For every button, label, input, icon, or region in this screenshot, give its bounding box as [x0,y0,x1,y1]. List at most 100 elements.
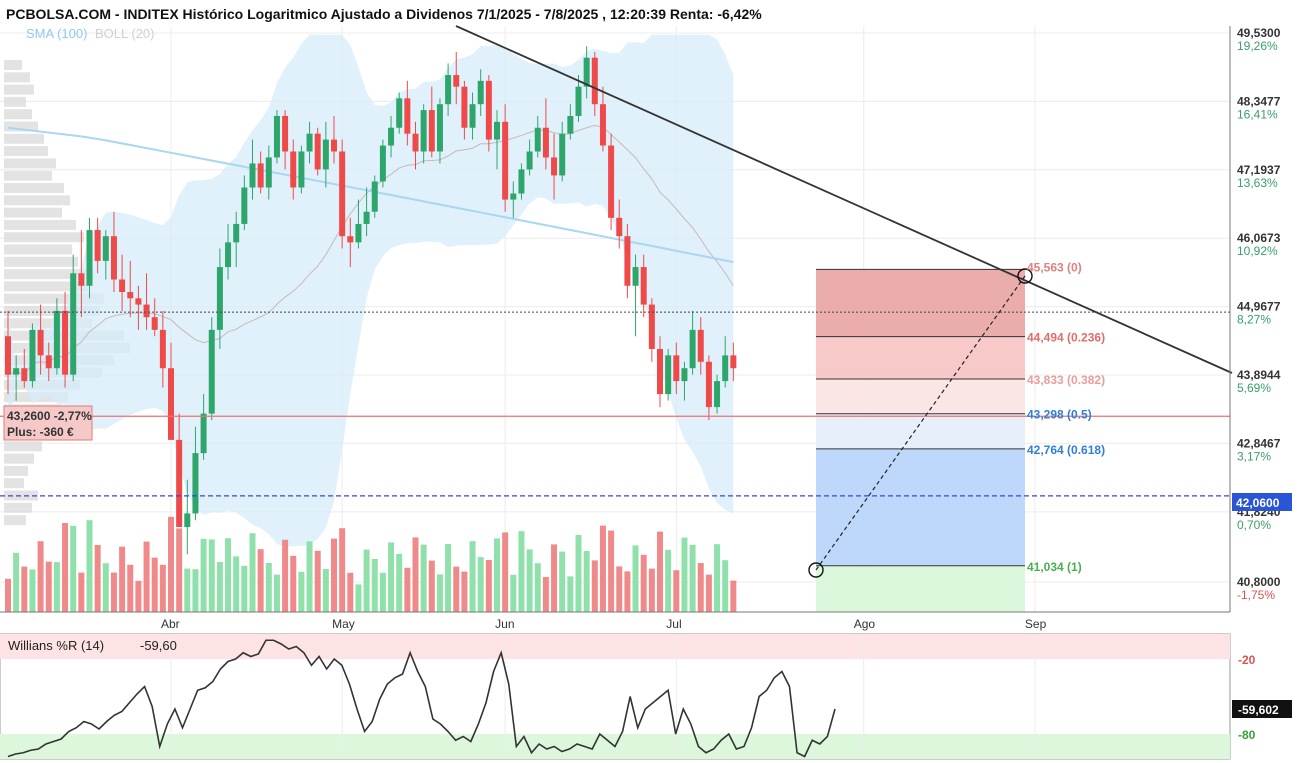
volume-bar [477,557,484,612]
candle-body [575,86,582,116]
volume-profile-bar [4,293,104,304]
volume-bar [510,574,517,612]
volume-bar [722,560,729,612]
volume-profile-bar [4,306,100,316]
month-label: Jun [495,617,514,631]
volume-bar [70,525,77,612]
volume-bar [502,532,509,612]
candle-body [681,368,688,382]
fib-anchor-high[interactable] [1017,268,1033,284]
candle-body [567,115,574,134]
candlesticks [5,46,737,555]
volume-bar [648,568,655,612]
volume-profile-bar [4,183,64,193]
candle-body [70,273,77,375]
volume-profile-bar [4,219,76,230]
volume-bar [714,544,721,612]
volume-bar [567,576,574,612]
volume-bar [322,569,329,612]
candle-body [551,157,558,176]
volume-profile-bar [4,502,32,513]
candle-body [591,57,598,105]
volume-bar [347,572,354,612]
price-tick-label: 46,0673 [1237,231,1281,245]
candle-body [388,127,395,146]
volume-profile-bar [4,453,34,464]
volume-bar [730,580,737,612]
candle-body [241,187,248,224]
williams-last-label: -59,602 [1238,703,1279,717]
candle-body [45,355,52,369]
position-box [3,405,93,441]
price-pct-label: 10,92% [1237,244,1278,258]
volume-profile-bar [4,256,78,267]
price-pct-label: 0,70% [1237,518,1271,532]
candle-body [461,86,468,128]
candle-body [225,242,232,268]
williams-panel: Willians %R (14) -59,60 -20 -80 -59,602 [0,633,1292,760]
candle-body [347,236,354,243]
williams-label: Willians %R (14) [8,638,104,653]
candle-body [616,217,623,237]
volume-bar [632,545,639,612]
fibonacci-level-label: 42,764 (0.618) [1027,443,1105,457]
volume-bar [485,560,492,612]
volume-bar [102,563,109,612]
fib-anchor-low[interactable] [808,562,824,578]
chart-title: PCBOLSA.COM - INDITEX Histórico Logaritm… [6,6,762,22]
candle-body [331,139,337,152]
volume-bar [404,567,411,612]
volume-bar [339,528,346,612]
candle-body [730,355,737,369]
candle-body [526,151,533,170]
candle-body [599,104,606,146]
candle-body [62,310,69,375]
volume-bar [282,539,289,612]
candle-body [510,193,517,200]
candle-body [176,439,183,528]
candle-body [192,453,199,514]
fibonacci-band [816,269,1025,337]
candle-body [445,75,452,105]
candle-body [502,121,509,200]
volume-bar [616,566,623,612]
volume-bars [5,516,737,612]
candle-body [298,151,305,188]
candle-body [265,157,272,188]
volume-bar [583,551,590,612]
candle-body [396,98,403,128]
month-label: May [332,617,355,631]
candle-body [273,115,280,158]
candle-body [143,304,150,318]
candle-body [21,368,28,382]
candle-body [86,230,93,286]
williams-line [7,639,836,758]
volume-bar [665,549,672,612]
candle-body [184,513,191,528]
candle-body [127,292,134,299]
volume-bar [257,549,264,612]
volume-bar [21,566,28,612]
williams-overbought-zone [0,634,1230,659]
candle-body [705,361,712,408]
volume-profile-bar [4,60,22,70]
candle-body [673,355,680,382]
volume-bar [331,538,337,612]
volume-bar [13,552,20,612]
volume-bar [5,578,11,612]
month-label: Sep [1025,617,1047,631]
month-label: Ago [854,617,876,631]
candle-body [119,279,126,293]
candle-body [322,139,329,170]
current-price-tag-bg [1232,493,1292,511]
price-pct-label: 19,26% [1237,39,1278,53]
fibonacci-level-label: 43,833 (0.382) [1027,373,1105,387]
williams-value: -59,60 [140,638,177,653]
candle-body [469,104,476,128]
volume-bar [412,537,419,612]
volume-profile-bar [4,465,28,476]
fibonacci-level-label: 44,494 (0.236) [1027,331,1105,345]
candle-body [200,413,207,454]
volume-bar [355,584,362,612]
volume-profile-bar [4,269,94,280]
